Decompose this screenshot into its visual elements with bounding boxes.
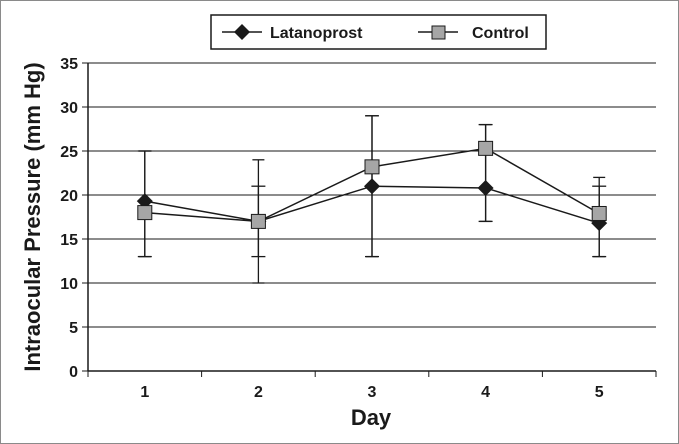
- x-tick-label-5: 5: [595, 384, 604, 401]
- y-tick-label-5: 5: [69, 320, 78, 337]
- y-tick-label-20: 20: [60, 188, 78, 205]
- data-point-control-day-2: [250, 213, 266, 229]
- legend-box: [210, 14, 547, 50]
- y-tick-label-25: 25: [60, 144, 78, 161]
- x-tick-label-1: 1: [140, 384, 149, 401]
- y-axis-title: Intraocular Pressure (mm Hg): [20, 62, 45, 371]
- y-tick-label-35: 35: [60, 56, 78, 73]
- legend-label-latanoprost: Latanoprost: [270, 25, 363, 42]
- y-tick-label-10: 10: [60, 276, 78, 293]
- data-point-control-day-3: [364, 159, 380, 175]
- x-tick-label-4: 4: [481, 384, 490, 401]
- x-axis-title: Day: [351, 405, 392, 430]
- y-tick-label-30: 30: [60, 100, 78, 117]
- y-tick-label-0: 0: [69, 364, 78, 381]
- axes: [87, 63, 656, 372]
- data-point-control-day-4: [478, 140, 494, 156]
- legend-label-control: Control: [472, 25, 529, 42]
- legend: Latanoprost Control: [210, 14, 547, 50]
- x-tick-label-3: 3: [368, 384, 377, 401]
- x-axis-ticks: 1 2 3 4 5: [87, 371, 657, 401]
- legend-marker-latanoprost: [234, 24, 250, 40]
- data-point-control-day-1: [137, 205, 153, 221]
- legend-marker-control: [431, 25, 446, 40]
- data-point-control-day-5: [591, 205, 607, 221]
- y-axis-ticks: 0 5 10 15 20 25 30 35: [60, 56, 88, 381]
- x-tick-label-2: 2: [254, 384, 263, 401]
- data-point-latanoprost-day-4: [477, 179, 494, 196]
- y-tick-label-15: 15: [60, 232, 78, 249]
- data-point-latanoprost-day-3: [364, 178, 380, 195]
- markers-control: [137, 140, 607, 229]
- series-layer: [136, 115, 608, 284]
